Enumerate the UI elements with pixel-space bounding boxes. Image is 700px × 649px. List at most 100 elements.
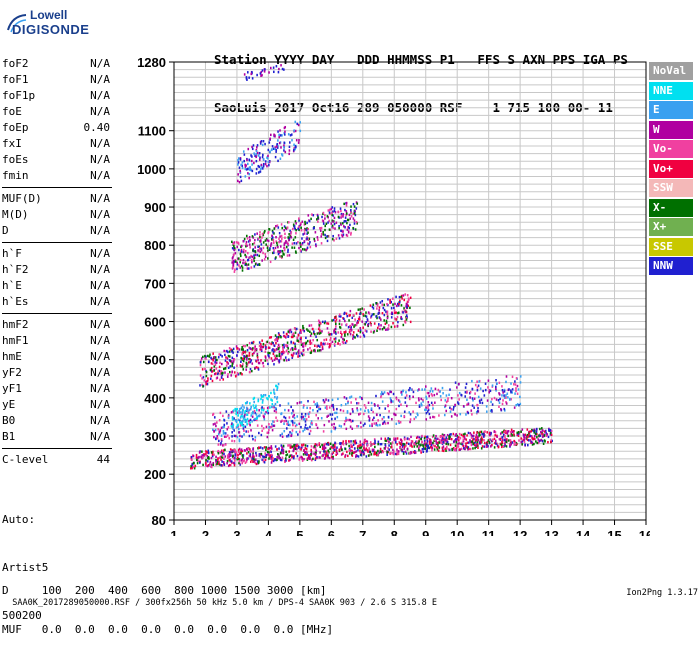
param-row: yF2 N/A [2, 365, 112, 381]
echo-point [429, 416, 432, 419]
echo-point [250, 72, 253, 76]
echo-point [270, 447, 273, 450]
echo-point [464, 437, 466, 440]
echo-point [402, 451, 405, 454]
echo-point [377, 453, 379, 457]
echo-point [289, 348, 292, 351]
echo-point [298, 446, 300, 449]
echo-point [519, 375, 522, 378]
echo-point [207, 449, 210, 452]
echo-point [244, 175, 247, 178]
echo-point [347, 230, 350, 233]
echo-point [384, 443, 387, 447]
echo-point [218, 439, 220, 443]
echo-point [275, 411, 278, 414]
echo-point [328, 219, 330, 223]
echo-point [444, 447, 447, 451]
echo-point [435, 437, 437, 441]
echo-point [293, 148, 295, 152]
echo-point [377, 442, 379, 446]
echo-point [238, 447, 241, 451]
echo-point [413, 450, 416, 453]
echo-point [488, 388, 491, 392]
echo-point [255, 408, 258, 412]
echo-point [294, 236, 297, 239]
echo-point [401, 448, 403, 452]
echo-point [231, 461, 233, 464]
echo-point [293, 225, 296, 228]
echo-point [390, 451, 392, 455]
echo-point [344, 330, 347, 334]
echo-point [498, 405, 500, 408]
echo-point [339, 408, 342, 412]
echo-point [321, 443, 323, 447]
echo-point [504, 442, 506, 445]
echo-point [239, 416, 242, 419]
echo-point [246, 358, 248, 361]
param-row: foF2 N/A [2, 56, 112, 72]
echo-point [267, 362, 269, 366]
echo-point [238, 411, 240, 415]
echo-point [409, 306, 411, 310]
echo-point [342, 409, 345, 413]
echo-point [501, 436, 503, 439]
echo-point [236, 435, 239, 439]
echo-point [333, 337, 336, 341]
echo-point [321, 346, 324, 349]
param-name: h`F2 [2, 263, 29, 276]
echo-point [308, 454, 310, 457]
echo-point [235, 451, 238, 454]
echo-point [324, 320, 327, 323]
echo-point [371, 424, 373, 428]
echo-point [335, 315, 337, 318]
echo-point [276, 453, 279, 456]
echo-point [337, 210, 340, 214]
echo-point [290, 353, 293, 357]
echo-point [253, 460, 256, 463]
echo-point [400, 443, 403, 447]
echo-point [193, 461, 195, 465]
echo-point [251, 145, 253, 149]
echo-point [331, 237, 334, 241]
echo-point [254, 406, 257, 409]
echo-point [349, 330, 352, 333]
echo-point [224, 359, 227, 362]
echo-point [459, 412, 462, 416]
echo-point [399, 441, 401, 445]
polarization-legend: NoVal NNE E W Vo- Vo+ SSW X- X+ SSE NNW [649, 62, 693, 277]
legend-item-ssw: SSW [649, 179, 693, 197]
echo-point [277, 226, 280, 229]
echo-point [339, 315, 342, 318]
echo-point [266, 431, 269, 435]
echo-point [254, 366, 256, 370]
echo-point [213, 355, 216, 359]
echo-point [322, 230, 324, 234]
echo-point [220, 438, 223, 441]
echo-point [245, 245, 247, 248]
echo-point [245, 354, 248, 358]
echo-point [274, 406, 277, 410]
echo-point [476, 389, 479, 392]
echo-point [346, 418, 348, 422]
echo-point [222, 414, 224, 418]
echo-point [367, 454, 370, 457]
echo-point [327, 449, 330, 452]
echo-point [288, 152, 291, 156]
echo-point [212, 413, 214, 417]
echo-point [359, 446, 361, 450]
echo-point [313, 330, 315, 333]
echo-point [371, 305, 374, 309]
echo-point [463, 435, 466, 438]
echo-point [214, 372, 216, 376]
echo-point [241, 412, 244, 415]
echo-point [511, 391, 514, 394]
echo-point [390, 446, 393, 449]
echo-point [446, 441, 449, 444]
echo-point [499, 442, 502, 446]
echo-point [200, 357, 203, 360]
echo-point [232, 360, 235, 363]
echo-point [241, 269, 244, 272]
echo-point [337, 342, 339, 345]
echo-point [452, 408, 455, 411]
echo-point [252, 397, 255, 401]
